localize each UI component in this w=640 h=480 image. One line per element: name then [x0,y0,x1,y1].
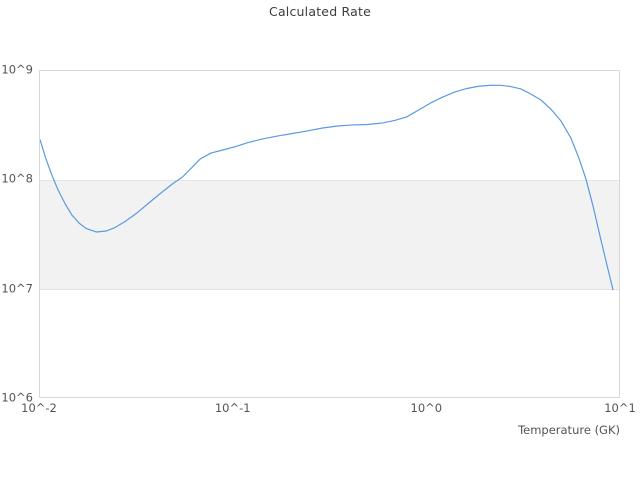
highlight-band [40,180,619,290]
y-tick-label: 10^7 [1,281,33,296]
y-tick-label: 10^6 [1,390,33,405]
y-tick-label: 10^9 [1,62,33,77]
x-tick-label: 10^0 [410,401,443,415]
x-tick-label: 10^1 [604,401,636,415]
rate-line [40,84,614,291]
x-tick-label: 10^-2 [21,401,57,415]
x-tick-label: 10^-1 [214,401,251,415]
rate-line-svg [40,84,614,291]
chart-title: Calculated Rate [269,4,371,19]
plot-area [39,70,620,398]
y-tick-label: 10^8 [1,171,33,186]
x-axis-label: Temperature (GK) [518,423,620,437]
